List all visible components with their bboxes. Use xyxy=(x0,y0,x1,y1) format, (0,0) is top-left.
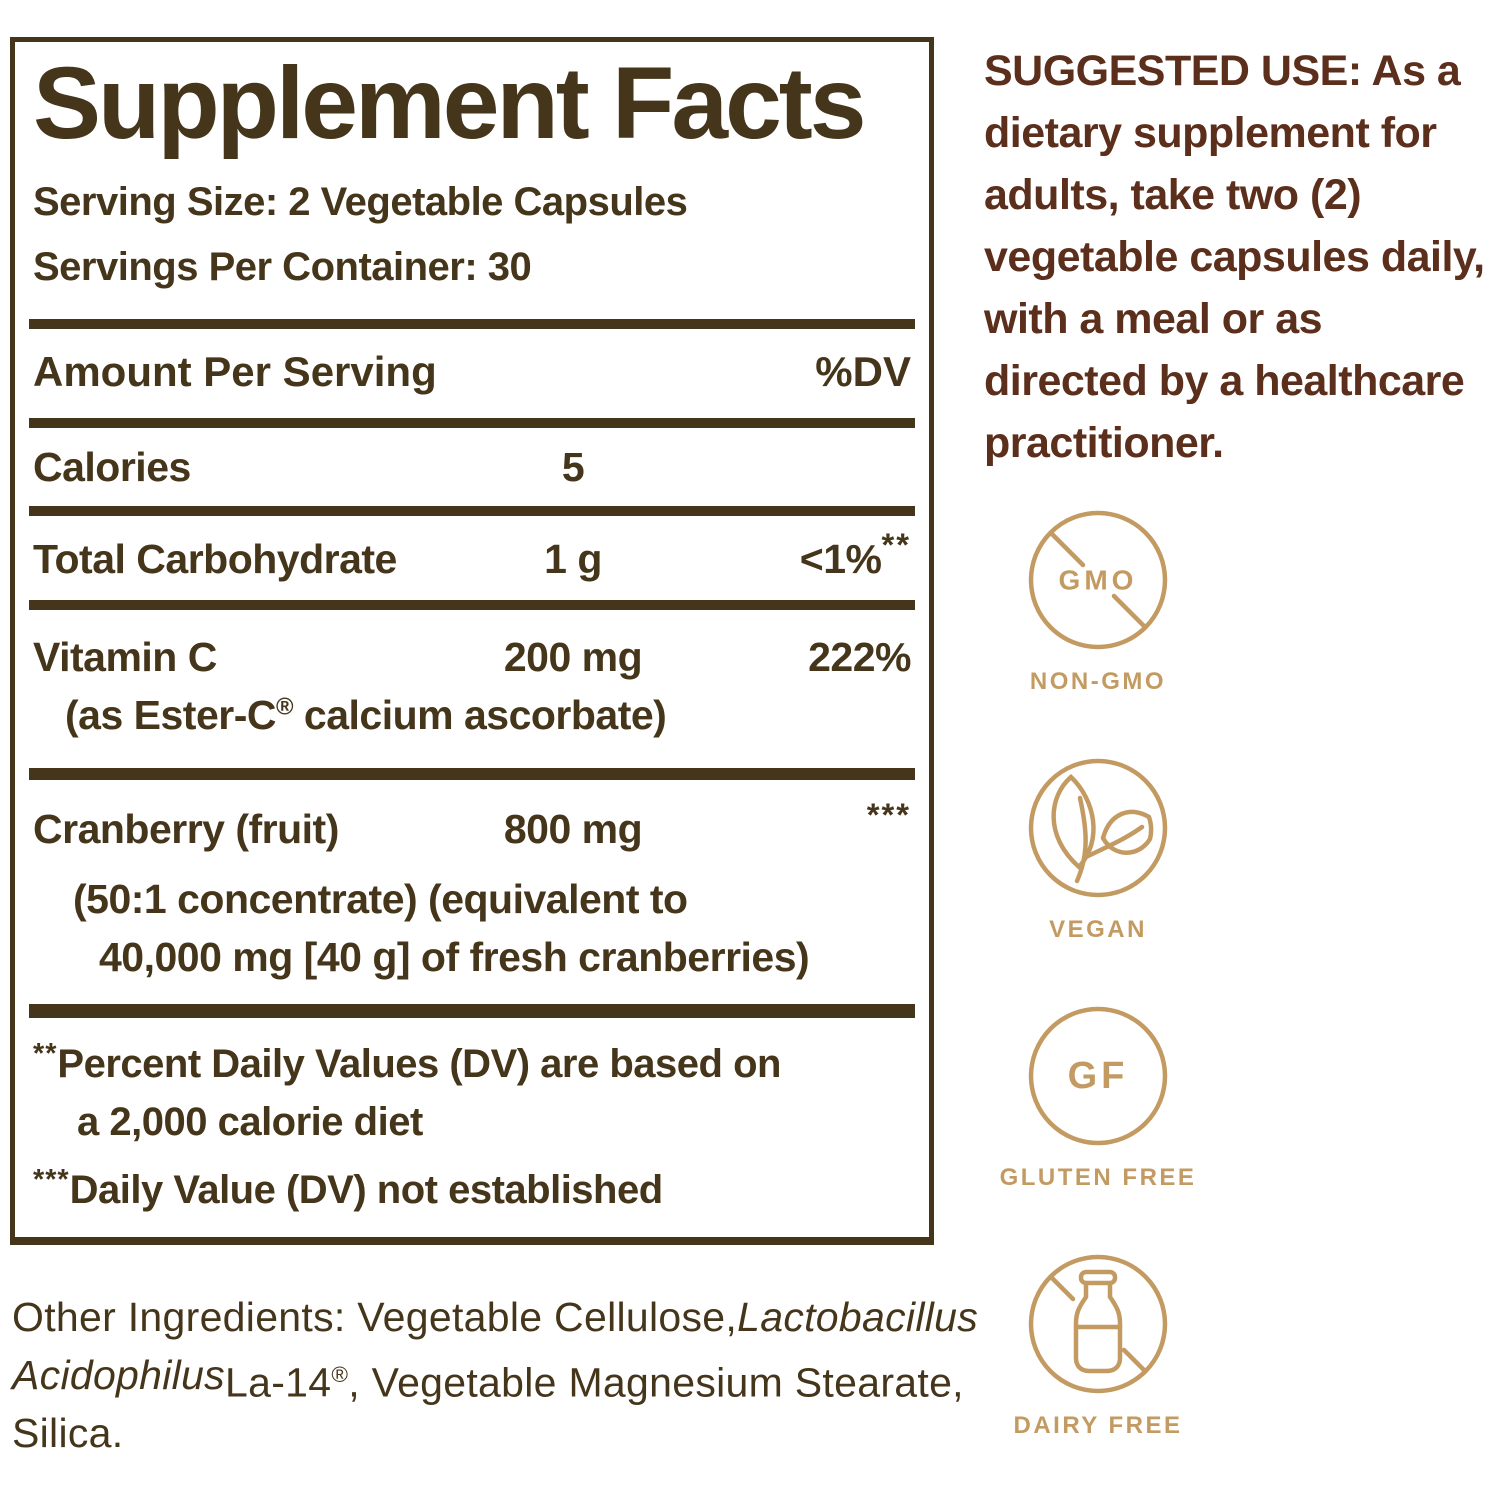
registered-mark: ® xyxy=(331,1362,349,1387)
other-ingredients-line-2: Acidophilus La-14®, Vegetable Magnesium … xyxy=(12,1346,964,1406)
table-row-vitamin-c: Vitamin C 200 mg 222% xyxy=(33,634,912,681)
amount-per-serving-header: Amount Per Serving xyxy=(33,348,437,395)
footnote-marker: ** xyxy=(33,1038,58,1070)
table-row-cranberry: Cranberry (fruit) 800 mg *** xyxy=(33,796,911,853)
cranberry-concentrate-note: (50:1 concentrate) (equivalent to xyxy=(73,876,688,922)
nutrient-label: Total Carbohydrate xyxy=(33,536,397,582)
vitamin-c-source-note: (as Ester-C® calcium ascorbate) xyxy=(65,692,667,738)
supplement-facts-panel: Supplement Facts Serving Size: 2 Vegetab… xyxy=(10,37,934,1245)
badge-label: VEGAN xyxy=(1049,916,1147,943)
nutrient-dv: 222% xyxy=(808,634,911,680)
panel-title: Supplement Facts xyxy=(33,46,867,160)
nutrient-label: Calories xyxy=(33,444,191,490)
badge-vegan: VEGAN xyxy=(1024,754,1172,944)
non-gmo-icon: GMO xyxy=(1028,510,1168,650)
other-ingredients: Other Ingredients: Vegetable Cellulose, … xyxy=(12,1288,978,1462)
gf-text: GF xyxy=(1068,1055,1129,1097)
vegan-leaf-icon xyxy=(1028,758,1168,898)
footnote-marker: ** xyxy=(881,526,911,563)
latin-name: Lactobacillus xyxy=(737,1294,979,1340)
dairy-free-milk-bottle-icon xyxy=(1028,1254,1168,1394)
divider xyxy=(29,319,915,329)
serving-size: Serving Size: 2 Vegetable Capsules xyxy=(33,180,688,224)
table-row-calories: Calories 5 xyxy=(33,444,911,491)
footnote-marker: *** xyxy=(866,796,911,833)
certification-badges: GMO NON-GMO VEGAN GF GLUTEN FREE DAIRY xyxy=(960,506,1236,1498)
percent-dv-header: %DV xyxy=(815,348,911,395)
divider xyxy=(29,600,915,610)
divider xyxy=(29,506,915,516)
other-ingredients-line-3: Silica. xyxy=(12,1410,124,1456)
footnote-marker: *** xyxy=(33,1164,70,1196)
footnote-percent-dv: **Percent Daily Values (DV) are based on xyxy=(33,1038,781,1086)
gmo-text: GMO xyxy=(1059,565,1138,596)
nutrient-amount: 200 mg xyxy=(503,634,643,680)
badge-label: DAIRY FREE xyxy=(1013,1412,1183,1439)
footnote-percent-dv-cont: a 2,000 calorie diet xyxy=(77,1100,423,1144)
nutrient-amount: 800 mg xyxy=(503,806,643,852)
nutrient-label: Vitamin C xyxy=(33,634,217,680)
nutrient-amount: 1 g xyxy=(544,536,602,582)
nutrient-dv: *** xyxy=(713,796,911,853)
nutrient-label: Cranberry (fruit) xyxy=(33,806,339,852)
footnote-dv-not-established: ***Daily Value (DV) not established xyxy=(33,1164,663,1212)
cranberry-equivalent-note: 40,000 mg [40 g] of fresh cranberries) xyxy=(99,934,810,980)
suggested-use-text: SUGGESTED USE: As a dietary supplement f… xyxy=(984,47,1485,467)
table-header-row: Amount Per Serving %DV xyxy=(33,348,911,396)
badge-label: NON-GMO xyxy=(1029,668,1167,695)
badge-non-gmo: GMO NON-GMO xyxy=(1024,506,1172,696)
divider xyxy=(29,768,915,780)
nutrient-amount: 5 xyxy=(561,444,585,490)
badge-label: GLUTEN FREE xyxy=(999,1164,1197,1191)
divider xyxy=(29,418,915,428)
latin-name: Acidophilus xyxy=(12,1352,225,1398)
servings-per-container: Servings Per Container: 30 xyxy=(33,245,532,289)
divider xyxy=(29,1004,915,1018)
gluten-free-icon: GF xyxy=(1028,1006,1168,1146)
nutrient-dv: <1%** xyxy=(799,526,911,582)
table-row-carbohydrate: Total Carbohydrate 1 g <1%** xyxy=(33,526,911,583)
other-ingredients-line-1: Other Ingredients: Vegetable Cellulose, … xyxy=(12,1288,978,1346)
badge-dairy-free: DAIRY FREE xyxy=(1013,1250,1182,1440)
badge-gluten-free: GF GLUTEN FREE xyxy=(1000,1002,1197,1192)
registered-mark: ® xyxy=(275,693,294,721)
